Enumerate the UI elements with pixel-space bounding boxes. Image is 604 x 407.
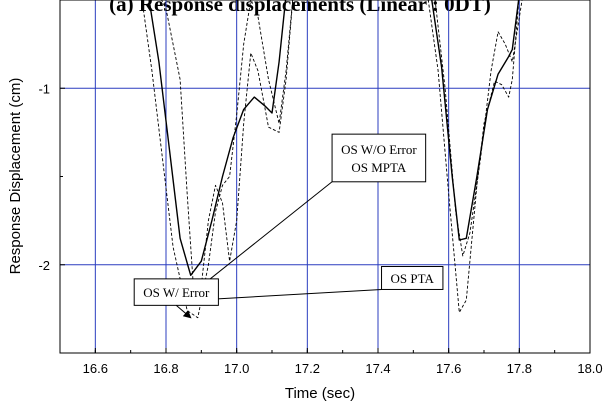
solid-series-line bbox=[431, 0, 520, 241]
annotation-text: OS MPTA bbox=[351, 160, 407, 175]
annotation-box bbox=[381, 266, 444, 290]
x-tick-label: 17.8 bbox=[507, 361, 532, 376]
y-tick-label: -2 bbox=[38, 258, 50, 273]
x-tick-label: 17.2 bbox=[295, 361, 320, 376]
dashed-series-line bbox=[434, 0, 523, 257]
x-tick-label: 16.8 bbox=[153, 361, 178, 376]
annotation-arrow bbox=[196, 288, 382, 304]
annotation: OS W/O Error OS MPTA bbox=[200, 133, 427, 287]
annotation-box bbox=[331, 133, 427, 183]
y-axis-label: Response Displacement (cm) bbox=[7, 78, 24, 275]
x-axis-label: Time (sec) bbox=[285, 385, 355, 402]
chart-title: (a) Response displacements (Linear : 0DT… bbox=[109, 0, 491, 16]
x-tick-label: 17.6 bbox=[436, 361, 461, 376]
y-tick-label: -1 bbox=[38, 81, 50, 96]
solid-series-line bbox=[148, 0, 287, 276]
axis-ticks: 16.6 16.8 17.0 17.2 17.4 17.6 17.8 18.0 -1 -2 bbox=[38, 0, 603, 376]
annotations: OS W/O Error OS MPTA OS PTA OS W/ Error bbox=[133, 133, 444, 319]
dashed-series-line bbox=[427, 0, 520, 313]
x-tick-label: 17.4 bbox=[365, 361, 390, 376]
annotation-text: OS W/ Error bbox=[143, 285, 210, 300]
annotation-arrow bbox=[175, 304, 192, 319]
annotation: OS W/ Error bbox=[133, 278, 219, 319]
x-tick-label: 17.0 bbox=[224, 361, 249, 376]
data-series bbox=[141, 0, 523, 319]
annotation: OS PTA bbox=[196, 266, 444, 304]
annotation-text: OS W/O Error bbox=[341, 142, 417, 157]
x-tick-label: 18.0 bbox=[577, 361, 602, 376]
dashed-series-line bbox=[161, 0, 294, 301]
dashed-series-line bbox=[141, 0, 294, 319]
x-tick-label: 16.6 bbox=[83, 361, 108, 376]
annotation-arrow bbox=[200, 181, 333, 287]
annotation-text: OS PTA bbox=[391, 271, 435, 286]
